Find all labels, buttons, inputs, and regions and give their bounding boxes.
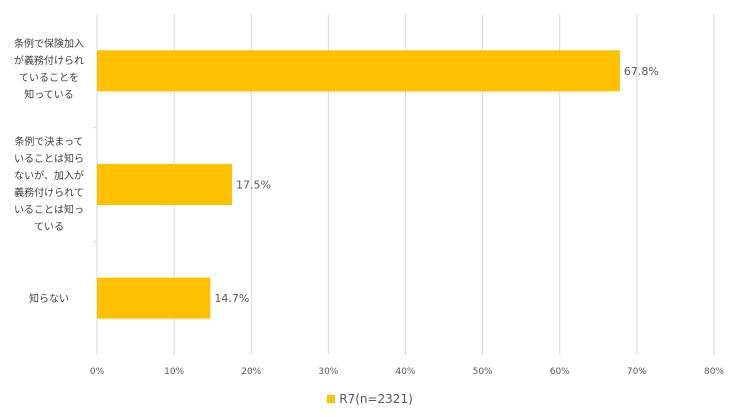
x-tick-label: 30%	[318, 367, 338, 377]
data-label: 17.5%	[236, 179, 271, 192]
legend: R7(n=2321)	[0, 392, 740, 406]
x-tick-label: 40%	[395, 367, 415, 377]
legend-label: R7(n=2321)	[339, 392, 413, 406]
x-tick-label: 10%	[164, 367, 184, 377]
bar	[97, 50, 620, 92]
legend-swatch	[327, 395, 336, 403]
x-tick-label: 20%	[241, 367, 261, 377]
bar	[97, 164, 232, 205]
x-tick-label: 70%	[627, 367, 647, 377]
data-label: 14.7%	[214, 292, 249, 305]
x-tick-label: 60%	[550, 367, 570, 377]
x-tick-label: 80%	[704, 367, 724, 377]
x-tick-label: 0%	[90, 367, 105, 377]
category-label: 条例で保険加入 が義務付けられ ていることを 知っている	[14, 39, 84, 101]
data-label: 67.8%	[624, 65, 659, 78]
category-label: 知らない	[29, 294, 69, 305]
data-labels: 67.8% 17.5% 14.7%	[214, 65, 658, 305]
x-axis-ticks: 0% 10% 20% 30% 40% 50% 60% 70% 80%	[90, 367, 725, 377]
bar	[97, 277, 211, 319]
x-tick-label: 50%	[473, 367, 493, 377]
bars	[97, 50, 620, 319]
category-label: 条例で決まって いることは知ら ないが、加入が 義務付けられて いることは知っ …	[14, 137, 84, 233]
